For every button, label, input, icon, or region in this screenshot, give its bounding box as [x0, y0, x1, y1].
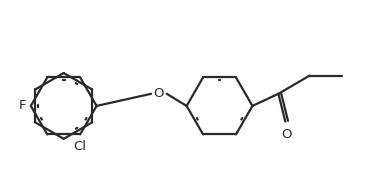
Text: F: F	[19, 99, 27, 112]
Text: O: O	[281, 128, 291, 141]
Text: O: O	[154, 87, 164, 100]
Text: Cl: Cl	[74, 140, 87, 154]
